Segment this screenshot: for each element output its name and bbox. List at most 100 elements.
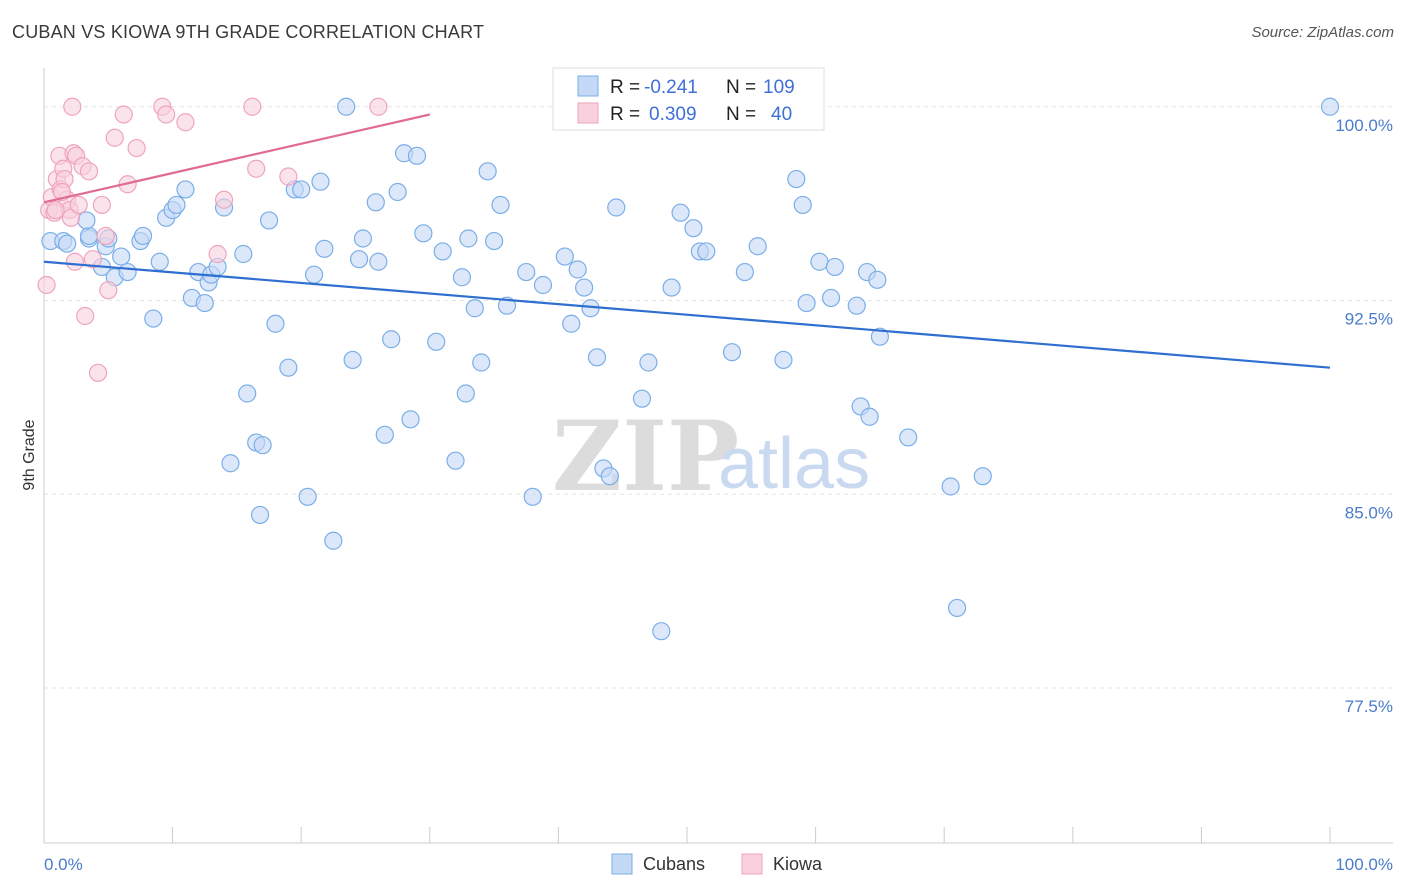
point-cubans-22 xyxy=(195,293,214,313)
point-cubans-61 xyxy=(459,229,478,248)
point-kiowa-24 xyxy=(114,105,133,124)
point-kiowa-19 xyxy=(88,363,108,382)
point-cubans-51 xyxy=(388,182,407,202)
trend-lines xyxy=(43,113,1331,369)
point-cubans-74 xyxy=(575,278,594,297)
point-cubans-14 xyxy=(144,309,163,328)
point-cubans-13 xyxy=(133,226,153,246)
point-kiowa-22 xyxy=(99,281,118,300)
legend-n-label-kiowa: N = xyxy=(726,104,756,125)
legend-r-value-kiowa: 0.309 xyxy=(649,104,697,125)
point-cubans-45 xyxy=(349,250,369,269)
point-cubans-11 xyxy=(118,262,137,282)
point-cubans-85 xyxy=(684,219,703,238)
point-cubans-40 xyxy=(311,172,330,191)
point-cubans-66 xyxy=(491,195,510,215)
point-cubans-101 xyxy=(860,407,879,426)
bottom-legend-label-kiowa: Kiowa xyxy=(773,854,823,874)
point-kiowa-32 xyxy=(243,97,262,116)
point-cubans-87 xyxy=(697,242,716,261)
point-cubans-70 xyxy=(533,275,553,295)
watermark: ZIP atlas xyxy=(552,400,870,513)
point-cubans-73 xyxy=(568,260,587,279)
bottom-legend-swatch-cubans xyxy=(611,853,633,875)
point-kiowa-38 xyxy=(46,200,65,220)
point-cubans-29 xyxy=(238,384,257,403)
point-cubans-78 xyxy=(600,467,619,486)
point-cubans-34 xyxy=(266,314,285,333)
y-tick-labels: 100.0% 92.5% 85.0% 77.5% xyxy=(1335,116,1393,716)
chart-title: CUBAN VS KIOWA 9TH GRADE CORRELATION CHA… xyxy=(12,22,485,42)
point-cubans-94 xyxy=(797,293,816,313)
point-cubans-27 xyxy=(221,454,240,473)
point-cubans-18 xyxy=(167,195,186,215)
point-cubans-55 xyxy=(414,224,433,243)
point-cubans-33 xyxy=(259,211,279,230)
watermark-atlas: atlas xyxy=(718,424,870,504)
point-kiowa-0 xyxy=(37,275,56,295)
point-cubans-47 xyxy=(366,193,385,212)
point-cubans-2 xyxy=(58,234,77,253)
bottom-legend: Cubans Kiowa xyxy=(611,853,823,875)
point-cubans-15 xyxy=(150,252,169,271)
legend-n-value-kiowa: 40 xyxy=(771,104,792,125)
point-cubans-102 xyxy=(868,270,887,289)
point-kiowa-18 xyxy=(83,250,102,269)
point-cubans-68 xyxy=(517,262,536,282)
data-points xyxy=(37,97,1340,641)
x-tick-label-right: 100.0% xyxy=(1335,855,1393,874)
point-kiowa-35 xyxy=(369,97,388,116)
point-cubans-98 xyxy=(847,296,866,315)
legend-n-label-cubans: N = xyxy=(726,77,756,98)
point-cubans-80 xyxy=(632,389,652,408)
bottom-legend-swatch-kiowa xyxy=(741,853,763,875)
point-cubans-82 xyxy=(652,622,671,641)
point-cubans-69 xyxy=(523,487,542,506)
legend-r-label-cubans: R = xyxy=(610,77,640,98)
point-cubans-60 xyxy=(456,384,475,403)
point-kiowa-39 xyxy=(65,252,84,271)
point-kiowa-30 xyxy=(208,244,227,264)
y-axis-label: 9th Grade xyxy=(21,419,38,490)
point-cubans-106 xyxy=(947,598,967,618)
point-cubans-72 xyxy=(562,314,581,333)
point-kiowa-12 xyxy=(63,97,82,116)
point-cubans-103 xyxy=(870,327,890,346)
legend-r-value-cubans: -0.241 xyxy=(644,77,698,98)
point-cubans-54 xyxy=(407,146,427,165)
point-cubans-32 xyxy=(250,505,270,525)
point-cubans-58 xyxy=(446,451,465,470)
y-tick-label-1: 92.5% xyxy=(1345,310,1393,329)
point-cubans-37 xyxy=(292,180,311,199)
y-tick-label-2: 85.0% xyxy=(1345,503,1393,522)
point-cubans-91 xyxy=(774,350,793,370)
point-cubans-31 xyxy=(253,436,272,455)
point-kiowa-31 xyxy=(214,190,234,209)
point-cubans-81 xyxy=(639,353,658,372)
point-cubans-53 xyxy=(401,410,420,429)
source-credit: Source: ZipAtlas.com xyxy=(1251,24,1394,41)
point-cubans-97 xyxy=(825,257,844,277)
point-cubans-90 xyxy=(748,237,767,256)
point-cubans-88 xyxy=(722,343,742,362)
point-kiowa-26 xyxy=(127,138,146,158)
point-kiowa-28 xyxy=(157,105,176,124)
point-kiowa-17 xyxy=(79,162,99,181)
point-kiowa-34 xyxy=(279,167,298,186)
point-cubans-43 xyxy=(337,97,356,116)
point-cubans-4 xyxy=(79,226,99,246)
point-kiowa-33 xyxy=(247,159,266,178)
point-cubans-5 xyxy=(77,211,96,230)
point-cubans-57 xyxy=(433,242,452,261)
point-cubans-64 xyxy=(478,162,497,181)
point-cubans-48 xyxy=(369,252,388,271)
point-cubans-71 xyxy=(555,247,574,266)
point-kiowa-15 xyxy=(69,195,88,215)
point-cubans-41 xyxy=(315,239,334,258)
point-cubans-59 xyxy=(452,268,472,287)
point-cubans-38 xyxy=(298,487,317,506)
point-cubans-67 xyxy=(497,296,517,315)
legend-swatch-kiowa xyxy=(577,102,599,124)
legend-r-label-kiowa: R = xyxy=(610,104,640,125)
